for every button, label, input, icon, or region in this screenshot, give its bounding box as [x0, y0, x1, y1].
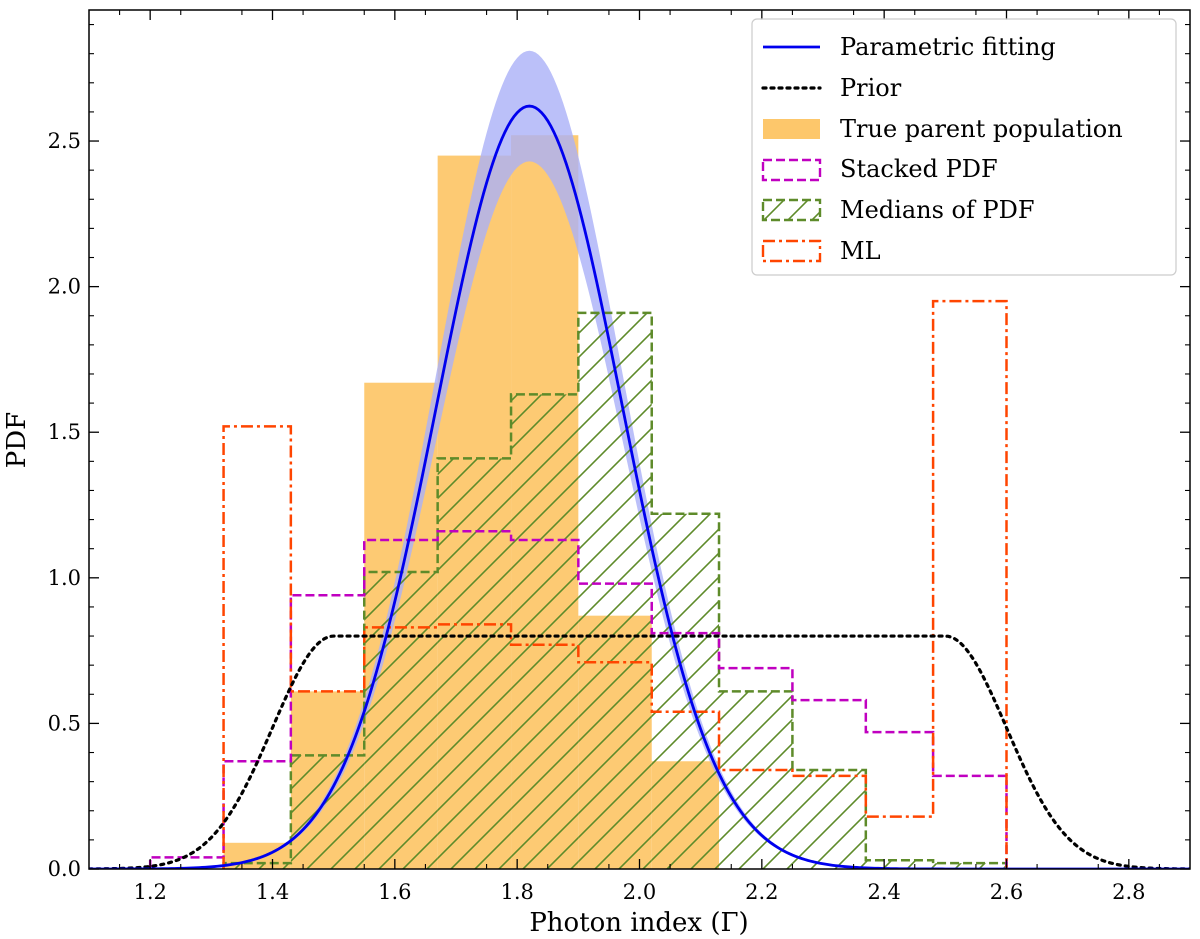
legend-label-prior: Prior — [840, 74, 902, 102]
x-tick-label: 1.4 — [256, 880, 289, 904]
legend-symbol-true — [763, 119, 820, 139]
x-tick-label: 1.6 — [378, 880, 411, 904]
y-tick-label: 1.5 — [48, 420, 81, 444]
legend-label-ml: ML — [840, 237, 881, 265]
parametric-fit-line — [89, 104, 1190, 869]
medians-hatch-bar — [792, 769, 866, 869]
x-tick-label: 1.8 — [500, 880, 533, 904]
series-layer — [89, 50, 1190, 869]
legend-label-true: True parent population — [840, 115, 1123, 143]
axes: 1.2 1.4 1.6 1.8 2.0 2.2 2.4 2.6 2.8 0.0 0.5 1.0 1.5 2… — [48, 9, 1191, 904]
stacked-pdf-outline — [148, 529, 1008, 869]
medians-hatch-bar — [290, 755, 365, 869]
legend-symbol-stacked — [761, 158, 822, 182]
y-axis-title: PDF — [2, 412, 32, 468]
medians-hatch-bar — [719, 691, 793, 869]
legend-symbol-ml — [761, 239, 822, 263]
x-tick-label: 2.0 — [623, 880, 656, 904]
x-tick-label: 2.6 — [990, 880, 1023, 904]
x-tick-label: 1.2 — [133, 880, 166, 904]
x-tick-label: 2.2 — [745, 880, 778, 904]
medians-hatch-bar — [223, 863, 291, 869]
y-tick-label: 2.5 — [48, 129, 81, 153]
legend-label-stacked: Stacked PDF — [840, 155, 998, 183]
medians-outline — [222, 311, 1008, 869]
legend-label-fit: Parametric fitting — [840, 33, 1056, 61]
legend-symbols — [761, 45, 822, 263]
legend-frame — [751, 18, 1177, 276]
legend-symbol-medians — [761, 198, 822, 222]
x-axis-title: Photon index (Γ) — [529, 908, 748, 938]
medians-hatch-bar — [865, 860, 934, 869]
ml-outline — [222, 299, 1008, 869]
y-tick-label: 2.0 — [48, 275, 81, 299]
medians-hatch-bar — [578, 312, 652, 869]
x-tick-label: 2.8 — [1112, 880, 1145, 904]
y-tick-label: 1.0 — [48, 566, 81, 590]
y-tick-label: 0.5 — [48, 711, 81, 735]
medians-hatch-bar — [511, 394, 579, 869]
medians-hatch-bar — [933, 863, 1007, 869]
medians-hatch-bar — [364, 571, 438, 869]
medians-hatch-bar — [651, 513, 720, 869]
x-tick-label: 2.4 — [867, 880, 900, 904]
medians-hatch-bar — [437, 458, 512, 869]
legend: Parametric fitting Prior True parent pop… — [751, 18, 1177, 276]
legend-label-medians: Medians of PDF — [840, 196, 1035, 224]
y-tick-label: 0.0 — [48, 857, 81, 881]
prior-curve — [89, 634, 1190, 869]
